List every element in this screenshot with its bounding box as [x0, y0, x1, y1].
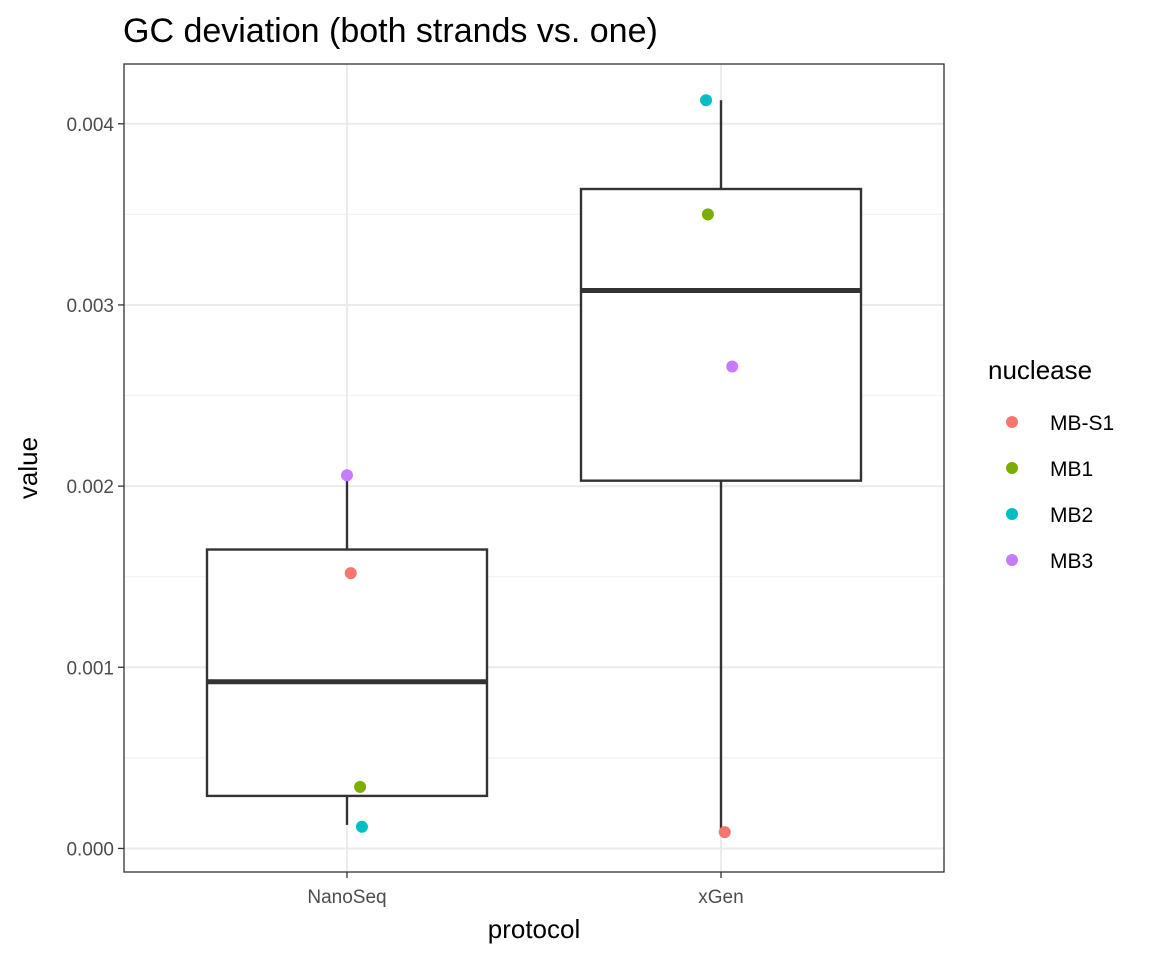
chart-title: GC deviation (both strands vs. one)	[123, 12, 658, 50]
panel-border	[123, 63, 945, 873]
point-NanoSeq-MB2	[355, 820, 368, 833]
legend-key-MB3	[1006, 554, 1018, 566]
legend-title: nuclease	[988, 355, 1092, 385]
point-xGen-MB1	[701, 208, 714, 221]
x-tick-label: xGen	[698, 887, 743, 908]
boxplot-NanoSeq	[205, 475, 489, 825]
legend: nuclease MB-S1 MB1 MB2 MB3	[988, 355, 1114, 573]
y-tick-label: 0.004	[66, 115, 114, 136]
y-tick-label: 0.002	[66, 477, 114, 498]
point-xGen-MB-S1	[718, 826, 731, 839]
y-tick-label: 0.000	[66, 839, 114, 860]
y-axis-title: value	[13, 437, 43, 499]
legend-label-MB-S1: MB-S1	[1050, 412, 1114, 435]
box-iqr	[579, 187, 863, 482]
boxplot-xGen	[579, 100, 863, 833]
legend-label-MB1: MB1	[1050, 458, 1093, 481]
x-axis-title: protocol	[488, 914, 581, 944]
y-tick-label: 0.001	[66, 658, 114, 679]
legend-key-MB-S1	[1006, 416, 1018, 428]
legend-key-MB1	[1006, 462, 1018, 474]
legend-label-MB3: MB3	[1050, 550, 1093, 573]
point-NanoSeq-MB-S1	[344, 567, 357, 580]
legend-key-MB2	[1006, 508, 1018, 520]
x-tick-label: NanoSeq	[307, 887, 386, 908]
box-iqr	[205, 548, 489, 798]
boxplots	[205, 100, 863, 833]
point-xGen-MB3	[726, 360, 739, 373]
point-NanoSeq-MB3	[341, 469, 353, 482]
legend-entries: MB-S1 MB1 MB2 MB3	[1006, 412, 1114, 573]
point-NanoSeq-MB1	[354, 780, 367, 793]
data-points	[341, 94, 739, 839]
legend-label-MB2: MB2	[1050, 504, 1093, 527]
y-tick-label: 0.003	[66, 296, 114, 317]
point-xGen-MB2	[700, 94, 713, 107]
axes: 0.000 0.001 0.002 0.003 0.004 NanoSeq xGen	[66, 115, 743, 908]
